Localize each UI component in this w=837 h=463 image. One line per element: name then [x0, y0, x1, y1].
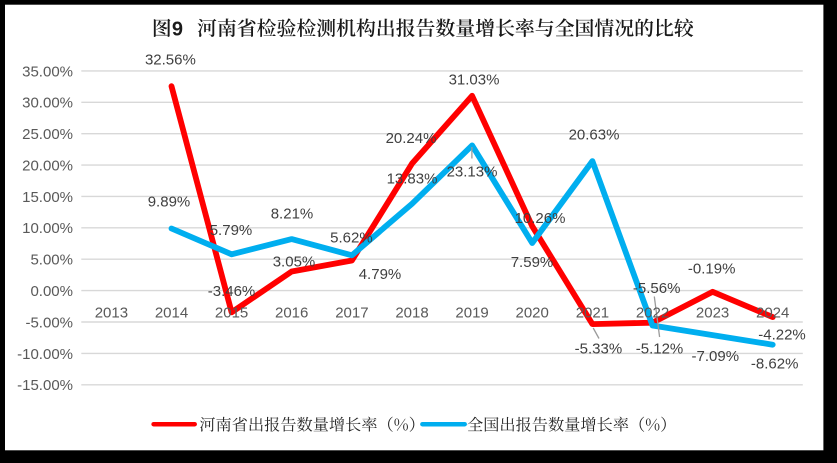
svg-text:2024: 2024 [756, 305, 789, 322]
svg-text:35.00%: 35.00% [22, 63, 73, 80]
svg-text:2016: 2016 [275, 305, 308, 322]
svg-text:9: 9 [172, 18, 183, 40]
svg-text:8.21%: 8.21% [271, 205, 314, 222]
svg-text:2020: 2020 [516, 305, 549, 322]
svg-text:20.63%: 20.63% [569, 127, 620, 144]
svg-text:-5.00%: -5.00% [25, 314, 73, 331]
svg-text:30.00%: 30.00% [22, 95, 73, 112]
svg-text:2019: 2019 [455, 305, 488, 322]
svg-text:23.13%: 23.13% [447, 163, 498, 180]
svg-text:2014: 2014 [155, 305, 188, 322]
svg-text:2018: 2018 [395, 305, 428, 322]
svg-text:9.89%: 9.89% [148, 193, 191, 210]
svg-text:-8.62%: -8.62% [751, 355, 799, 372]
svg-text:-0.19%: -0.19% [688, 260, 736, 277]
svg-text:25.00%: 25.00% [22, 126, 73, 143]
svg-text:7.59%: 7.59% [511, 254, 554, 271]
svg-text:2017: 2017 [335, 305, 368, 322]
svg-text:2015: 2015 [215, 305, 248, 322]
svg-text:4.79%: 4.79% [359, 266, 402, 283]
svg-text:10.26%: 10.26% [515, 210, 566, 227]
svg-text:2013: 2013 [95, 305, 128, 322]
svg-text:-5.56%: -5.56% [633, 280, 681, 297]
svg-text:10.00%: 10.00% [22, 220, 73, 237]
svg-text:20.24%: 20.24% [386, 130, 437, 147]
svg-text:5.79%: 5.79% [210, 222, 253, 239]
svg-text:-4.22%: -4.22% [758, 326, 806, 343]
svg-text:2023: 2023 [696, 305, 729, 322]
svg-text:-5.33%: -5.33% [575, 340, 623, 357]
svg-text:-10.00%: -10.00% [17, 346, 73, 363]
svg-text:5.00%: 5.00% [30, 252, 73, 269]
svg-text:13.83%: 13.83% [387, 170, 438, 187]
svg-text:2022: 2022 [636, 305, 669, 322]
svg-text:-15.00%: -15.00% [17, 377, 73, 394]
svg-text:-5.12%: -5.12% [636, 340, 684, 357]
svg-text:20.00%: 20.00% [22, 158, 73, 175]
svg-text:0.00%: 0.00% [30, 283, 73, 300]
svg-text:2021: 2021 [576, 305, 609, 322]
svg-text:-7.09%: -7.09% [692, 348, 740, 365]
svg-text:15.00%: 15.00% [22, 189, 73, 206]
svg-text:31.03%: 31.03% [449, 71, 500, 88]
svg-text:-3.46%: -3.46% [208, 283, 256, 300]
svg-text:5.62%: 5.62% [330, 229, 373, 246]
svg-text:3.05%: 3.05% [273, 253, 316, 270]
svg-text:32.56%: 32.56% [145, 51, 196, 68]
